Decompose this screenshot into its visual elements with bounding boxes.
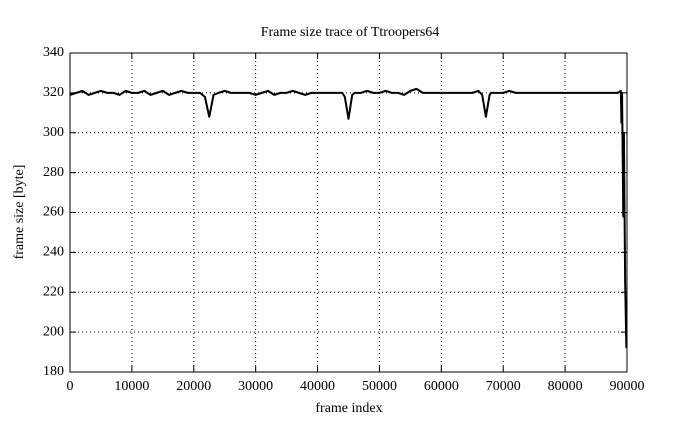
y-tick-label: 200	[43, 324, 64, 339]
y-tick-label: 280	[43, 165, 64, 180]
x-tick-label: 0	[67, 379, 74, 394]
x-tick-label: 20000	[176, 379, 211, 394]
y-tick-label: 340	[43, 45, 64, 60]
plot-frame	[69, 52, 628, 373]
x-tick-label: 60000	[424, 379, 459, 394]
y-tick-label: 180	[43, 364, 64, 379]
y-axis-label: frame size [byte]	[12, 165, 27, 260]
x-axis-label: frame index	[315, 401, 382, 416]
y-tick-label: 320	[43, 85, 64, 100]
x-tick-label: 50000	[362, 379, 397, 394]
chart-title: Frame size trace of Ttroopers64	[261, 25, 440, 40]
data-line	[69, 87, 628, 349]
x-tick-label: 40000	[300, 379, 335, 394]
y-tick-label: 300	[43, 125, 64, 140]
x-tick-label: 30000	[238, 379, 273, 394]
x-tick-label: 80000	[548, 379, 583, 394]
y-tick-label: 240	[43, 245, 64, 260]
x-tick-label: 70000	[486, 379, 521, 394]
x-tick-label: 10000	[114, 379, 149, 394]
y-tick-label: 260	[43, 205, 64, 220]
y-tick-label: 220	[43, 284, 64, 299]
x-tick-label: 90000	[610, 379, 645, 394]
